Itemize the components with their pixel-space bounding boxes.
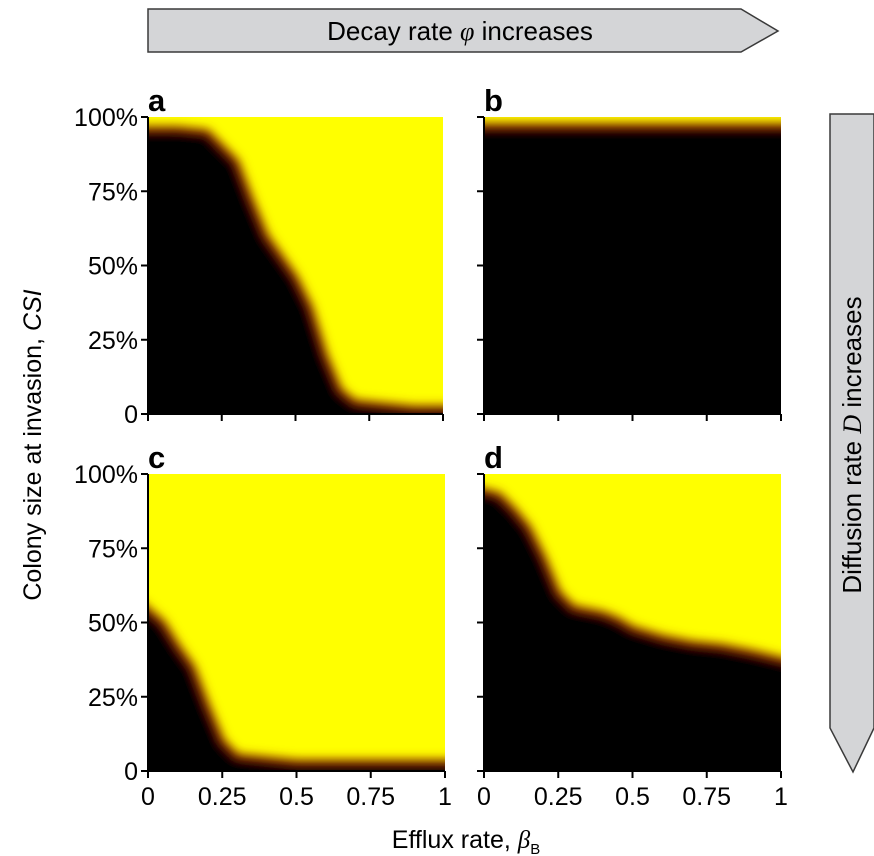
decay-rate-arrow: Decay rate φ increases: [147, 8, 780, 53]
heatmap-panel-b: b: [477, 83, 782, 421]
y-tick-label: 75%: [88, 178, 138, 206]
panel-label-c: c: [148, 440, 165, 475]
x-tick-label: 0.75: [682, 783, 731, 811]
decay-rate-arrow-label: Decay rate φ increases: [327, 16, 593, 46]
x-tick-label: 0.75: [346, 783, 395, 811]
y-tick-label: 100%: [74, 461, 138, 489]
heatmap-panel-c: 0 0.25 0.5 0.75 1 0 25% 50% 75% 100% c: [74, 440, 452, 811]
y-tick-label: 25%: [88, 684, 138, 712]
y-tick-label: 25%: [88, 327, 138, 355]
x-tick-label: 0: [141, 783, 155, 811]
y-tick-label: 50%: [88, 253, 138, 281]
y-tick-label: 50%: [88, 610, 138, 638]
heatmap-region-low: [484, 123, 781, 414]
panel-label-d: d: [484, 440, 503, 475]
x-tick-label: 1: [774, 783, 788, 811]
heatmap-panel-d: 0 0.25 0.5 0.75 1 d: [477, 440, 788, 811]
x-axis-title: Efflux rate, βB: [392, 826, 540, 856]
heatmap-region-low: [148, 607, 445, 771]
x-tick-label: 0.5: [279, 783, 314, 811]
diffusion-rate-arrow-shape: [829, 113, 874, 774]
x-tick-label: 0: [477, 783, 491, 811]
panel-label-a: a: [148, 83, 166, 118]
x-tick-label: 0.25: [534, 783, 583, 811]
y-tick-label: 75%: [88, 535, 138, 563]
diffusion-rate-arrow-label: Diffusion rate D increases: [837, 296, 867, 593]
diffusion-rate-arrow: Diffusion rate D increases: [829, 113, 874, 774]
y-tick-label: 0: [124, 401, 138, 429]
x-tick-label: 1: [438, 783, 452, 811]
heatmap-panel-a: 0 25% 50% 75% 100% a: [74, 83, 444, 429]
heatmap-region-low: [148, 126, 443, 414]
y-axis-title: Colony size at invasion, CSI: [19, 289, 47, 600]
y-tick-label: 100%: [74, 104, 138, 132]
panel-label-b: b: [484, 83, 503, 118]
x-tick-label: 0.25: [198, 783, 247, 811]
heatmap-region-low: [484, 488, 781, 771]
y-tick-label: 0: [124, 758, 138, 786]
x-tick-label: 0.5: [615, 783, 650, 811]
decay-rate-arrow-shape: [147, 8, 780, 53]
